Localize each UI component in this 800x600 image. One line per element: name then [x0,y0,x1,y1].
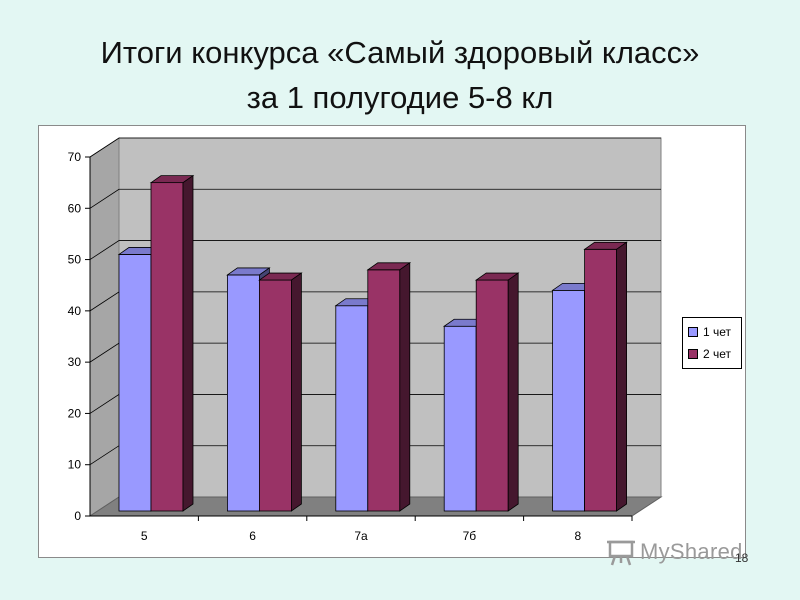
slide-title: Итоги конкурса «Самый здоровый класс» за… [0,30,800,120]
bar-5-series-2-front [150,182,184,512]
y-tick-label: 60 [68,201,82,215]
bar-7б-series-2-front [475,279,509,512]
legend-item-series-2: 2 чет [688,346,731,362]
x-tick-label: 6 [249,529,256,543]
gridline [89,188,661,209]
bar-6-series-1-front [226,274,260,512]
legend-swatch-series-2 [688,349,698,359]
bar-6-series-2-front [258,279,292,512]
bar-6-series-2-side [290,272,302,512]
bar-7б-series-2-side [507,272,519,512]
chart-side-wall [89,137,120,517]
bar-7а-series-2-front [367,269,401,512]
y-tick-label: 40 [68,304,82,318]
x-tick-label: 7а [354,529,368,543]
title-line-1: Итоги конкурса «Самый здоровый класс» [100,35,700,70]
y-tick-label: 0 [74,509,81,523]
bar-8-series-2-front [584,248,617,512]
bar-5-series-2-side [182,174,194,512]
y-tick-label: 50 [68,253,82,267]
bar-8-series-1-front [552,289,585,512]
legend-item-series-1: 1 чет [688,324,731,340]
y-tick-label: 20 [68,406,82,420]
gridline [89,137,661,158]
legend-label-series-2: 2 чет [703,347,732,361]
y-tick-label: 10 [68,458,82,472]
gridline [89,240,661,260]
y-tick-label: 70 [68,150,82,164]
y-tick-label: 30 [68,355,82,369]
bar-7а-series-2-side [399,262,411,512]
title-line-2: за 1 полугодие 5-8 кл [246,80,554,115]
x-tick-label: 7б [463,529,477,543]
presentation-board-icon [607,540,635,566]
bar-7а-series-1-front [335,305,369,512]
legend-label-series-1: 1 чет [703,325,732,339]
bar-7б-series-1-front [443,325,477,512]
x-tick-label: 5 [141,529,148,543]
watermark-logo: MyShared [607,538,743,566]
slide-number: 18 [735,551,749,565]
legend-swatch-series-1 [688,327,698,337]
bar-5-series-1-front [118,254,152,512]
bar-8-series-2-side [616,241,627,512]
chart-legend: 1 чет 2 чет [682,317,742,369]
watermark-text: MyShared [640,539,743,564]
x-tick-label: 8 [574,529,581,543]
